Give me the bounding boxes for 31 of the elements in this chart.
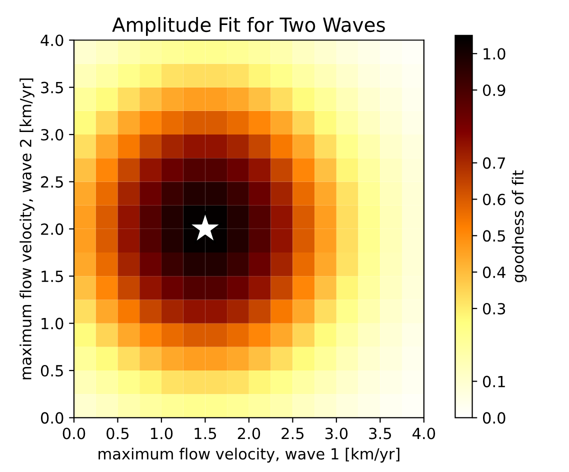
y-tick-label: 1.0 bbox=[42, 318, 64, 330]
y-tick-label: 0.5 bbox=[40, 364, 63, 377]
color-bar-label: 0.5 bbox=[483, 230, 505, 242]
color-bar-label: 0.4 bbox=[483, 266, 506, 278]
color-bar-label: 0.6 bbox=[483, 194, 506, 206]
x-tick-label: 3.0 bbox=[325, 428, 348, 440]
x-tick-label: 2.0 bbox=[238, 428, 260, 440]
y-tick-label: 0.0 bbox=[40, 412, 64, 424]
y-tick-label: 3.5 bbox=[41, 82, 63, 94]
x-tick-label: 4.0 bbox=[412, 428, 436, 440]
y-tick-label: 2.0 bbox=[41, 223, 64, 235]
x-tick-label: 0.5 bbox=[106, 428, 129, 440]
color-bar-title: goodness of fit bbox=[512, 170, 527, 282]
x-tick-label: 0.0 bbox=[62, 428, 86, 440]
y-tick-label: 1.5 bbox=[42, 270, 63, 282]
color-bar-label: 0.3 bbox=[483, 302, 506, 315]
x-tick-label: 1.0 bbox=[150, 428, 173, 440]
x-tick-label: 1.5 bbox=[194, 428, 216, 440]
x-axis-title: maximum flow velocity, wave 1 [km/yr] bbox=[98, 448, 400, 463]
color-bar-label: 1.0 bbox=[484, 48, 506, 60]
y-tick-label: 3.0 bbox=[41, 128, 64, 141]
y-axis-title: maximum flow velocity, wave 2 [km/yr] bbox=[20, 78, 34, 380]
y-tick-label: 2.5 bbox=[41, 176, 63, 188]
color-bar-label: 0.1 bbox=[483, 376, 505, 388]
x-tick-label: 2.5 bbox=[282, 428, 304, 440]
chart-title: Amplitude Fit for Two Waves bbox=[112, 17, 385, 36]
x-tick-label: 3.5 bbox=[369, 428, 391, 440]
y-tick-label: 4.0 bbox=[40, 34, 64, 46]
color-bar-label: 0.7 bbox=[483, 157, 505, 169]
color-bar-label: 0.0 bbox=[483, 412, 506, 424]
color-bar-label: 0.9 bbox=[483, 84, 506, 96]
